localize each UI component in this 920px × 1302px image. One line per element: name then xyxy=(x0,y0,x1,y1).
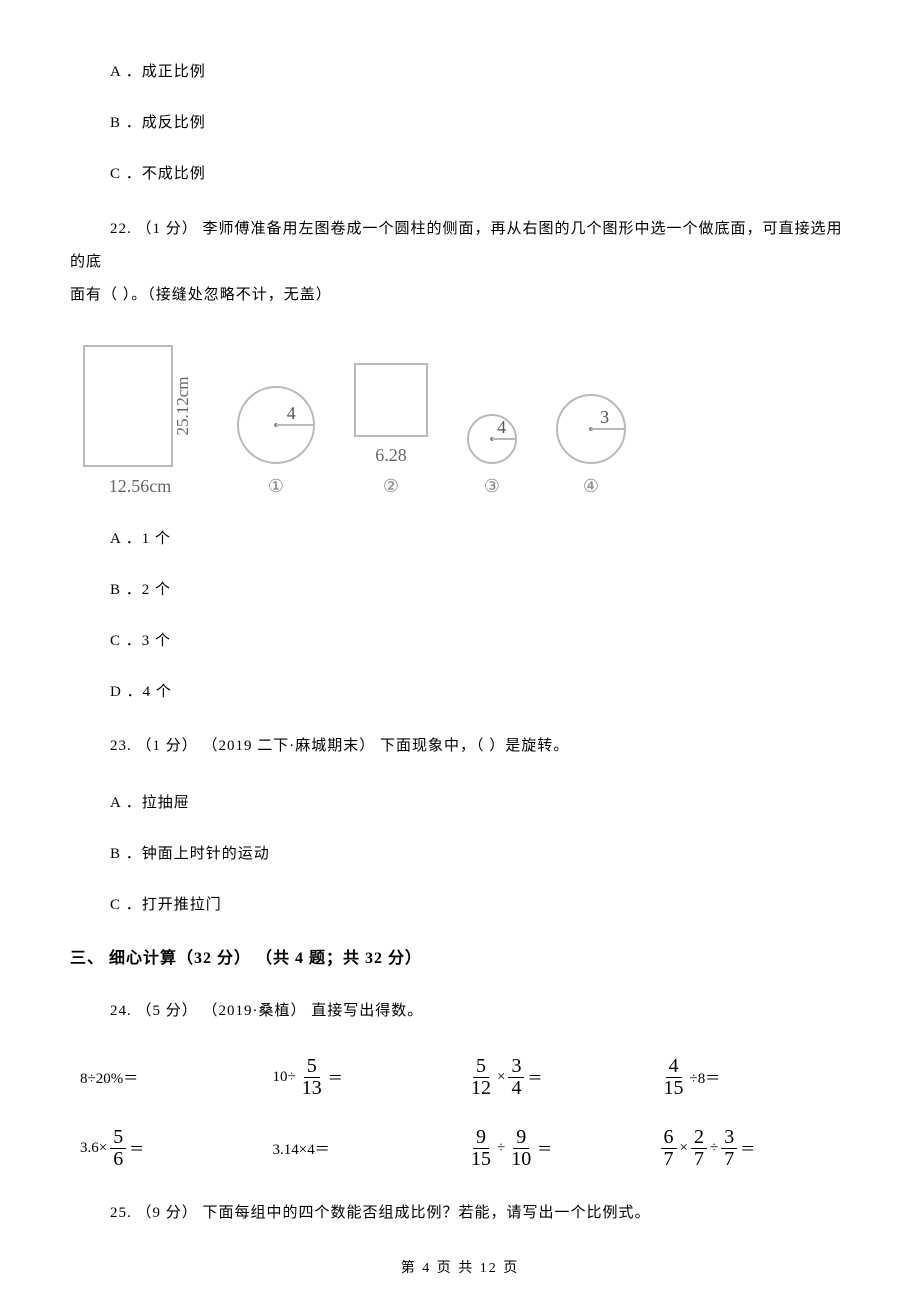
calc-cell: 67 × 27 ÷ 37 ＝ xyxy=(658,1127,851,1170)
q22-rect: 25.12cm 12.56cm xyxy=(80,342,200,497)
q23-option-a: A ．拉抽屉 xyxy=(110,791,850,812)
q22-option-c: C ．3 个 xyxy=(110,629,850,650)
q22-option-b: B ．2 个 xyxy=(110,578,850,599)
q22-option-a: A ．1 个 xyxy=(110,527,850,548)
q25-text: 25. （9 分） 下面每组中的四个数能否组成比例？若能，请写出一个比例式。 xyxy=(110,1198,850,1228)
calc-cell: 8÷20%＝ xyxy=(80,1067,273,1088)
q24-row2: 3.6× 56 ＝3.14×4＝915 ÷ 910 ＝67 × 27 ÷ 37 … xyxy=(80,1127,850,1170)
square-under-label: 6.28 xyxy=(375,445,407,466)
svg-text:25.12cm: 25.12cm xyxy=(173,376,192,435)
calc-cell: 415 ÷8＝ xyxy=(658,1056,851,1099)
calc-cell: 3.6× 56 ＝ xyxy=(80,1127,273,1170)
section3-title: 三、 细心计算（32 分） （共 4 题；共 32 分） xyxy=(70,944,850,968)
calc-cell: 3.14×4＝ xyxy=(273,1138,466,1159)
svg-text:4: 4 xyxy=(287,403,296,423)
calc-cell: 10÷ 513 ＝ xyxy=(273,1056,466,1099)
q22-suffix: 面有（ ）。（接缝处忽略不计，无盖） xyxy=(70,287,332,303)
calc-cell: 915 ÷ 910 ＝ xyxy=(465,1127,658,1170)
q22-shape-4: 3④ xyxy=(554,392,628,497)
q21-option-a: A ．成正比例 xyxy=(110,60,850,81)
shapes-container: 4①6.28②4③3④ xyxy=(235,361,628,497)
q24-row1: 8÷20%＝10÷ 513 ＝512 × 34 ＝415 ÷8＝ xyxy=(80,1056,850,1099)
shape-tag: ④ xyxy=(583,476,599,497)
rect-svg: 25.12cm xyxy=(80,342,200,470)
q24-text: 24. （5 分） （2019·桑植） 直接写出得数。 xyxy=(110,996,850,1026)
page-footer: 第 4 页 共 12 页 xyxy=(0,1257,920,1277)
q22-shape-3: 4③ xyxy=(465,412,519,497)
calc-cell: 512 × 34 ＝ xyxy=(465,1056,658,1099)
shape-tag: ② xyxy=(383,476,399,497)
rect-width-label: 12.56cm xyxy=(109,476,172,497)
q23-option-b: B ．钟面上时针的运动 xyxy=(110,842,850,863)
q22-option-d: D ．4 个 xyxy=(110,680,850,701)
q21-option-b: B ．成反比例 xyxy=(110,111,850,132)
q22-shape-1: 4① xyxy=(235,384,317,497)
q22-prefix: 22. （1 分） 李师傅准备用左图卷成一个圆柱的侧面，再从右图的几个图形中选一… xyxy=(70,221,843,270)
shape-tag: ① xyxy=(268,476,284,497)
q21-option-c: C ．不成比例 xyxy=(110,162,850,183)
q22-diagram: 25.12cm 12.56cm 4①6.28②4③3④ xyxy=(80,342,850,497)
q23-text: 23. （1 分） （2019 二下·麻城期末） 下面现象中，（ ）是旋转。 xyxy=(110,731,850,761)
svg-text:4: 4 xyxy=(497,417,506,437)
q22-text: 22. （1 分） 李师傅准备用左图卷成一个圆柱的侧面，再从右图的几个图形中选一… xyxy=(70,213,850,312)
shape-tag: ③ xyxy=(484,476,500,497)
q22-shape-2: 6.28 ② xyxy=(352,361,430,497)
svg-text:3: 3 xyxy=(600,407,609,427)
q23-option-c: C ．打开推拉门 xyxy=(110,893,850,914)
